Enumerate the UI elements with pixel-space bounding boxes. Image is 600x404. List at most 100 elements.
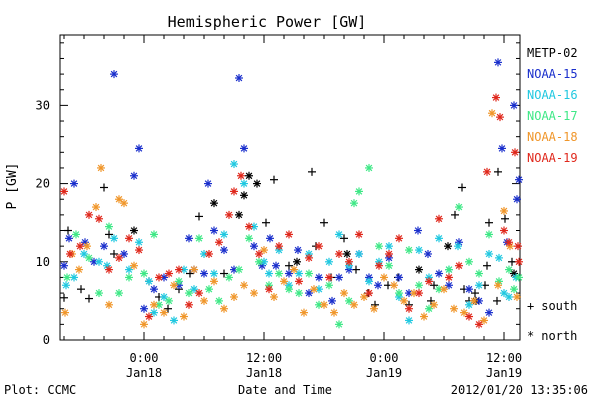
data-point-noaa-17 [63, 273, 71, 282]
data-point-noaa-18 [380, 273, 388, 282]
data-point-noaa-17 [105, 222, 113, 231]
data-point-noaa-17 [95, 289, 103, 298]
data-point-noaa-18 [340, 289, 348, 298]
data-point-metp-02 [343, 249, 351, 258]
symbol-legend-entry: + south [527, 299, 577, 313]
data-point-metp-02 [451, 210, 459, 219]
legend-entry: METP-02 [527, 46, 578, 60]
data-point-noaa-19 [245, 222, 253, 231]
data-point-metp-02 [493, 296, 501, 305]
data-point-noaa-16 [80, 249, 88, 258]
legend-entry: NOAA-16 [527, 88, 578, 102]
data-point-noaa-19 [185, 300, 193, 309]
data-point-noaa-16 [200, 249, 208, 258]
footer-right: 2012/01/20 13:35:06 [451, 383, 588, 397]
data-point-noaa-15 [328, 296, 336, 305]
data-point-noaa-18 [280, 277, 288, 286]
data-point-noaa-15 [294, 246, 302, 255]
data-point-noaa-19 [395, 234, 403, 243]
data-point-metp-02 [485, 218, 493, 227]
data-point-metp-02 [415, 265, 423, 274]
data-point-noaa-16 [335, 230, 343, 239]
x-axis-label: Date and Time [238, 383, 332, 397]
data-point-noaa-18 [160, 308, 168, 317]
data-point-noaa-19 [115, 253, 123, 262]
data-point-noaa-18 [130, 261, 138, 270]
data-point-noaa-19 [135, 246, 143, 255]
data-point-noaa-16 [435, 234, 443, 243]
data-point-noaa-15 [130, 171, 138, 180]
data-point-noaa-17 [72, 230, 80, 239]
data-point-noaa-16 [315, 285, 323, 294]
data-point-noaa-16 [500, 289, 508, 298]
data-point-noaa-19 [492, 93, 500, 102]
data-point-noaa-16 [150, 308, 158, 317]
y-tick-label: 10 [36, 255, 50, 269]
data-point-noaa-17 [405, 246, 413, 255]
data-point-noaa-19 [165, 269, 173, 278]
data-point-noaa-15 [515, 175, 523, 184]
data-point-noaa-15 [335, 273, 343, 282]
data-point-noaa-15 [485, 308, 493, 317]
x-tick-date-label: Jan18 [246, 366, 282, 380]
data-point-noaa-15 [510, 101, 518, 110]
data-point-noaa-19 [155, 273, 163, 282]
chart-title: Hemispheric Power [GW] [168, 13, 367, 31]
data-point-noaa-16 [110, 234, 118, 243]
data-point-noaa-17 [275, 269, 283, 278]
data-point-noaa-19 [496, 113, 504, 122]
data-point-noaa-15 [60, 261, 68, 270]
data-point-noaa-16 [415, 246, 423, 255]
data-point-noaa-17 [350, 199, 358, 208]
data-point-noaa-15 [272, 261, 280, 270]
data-point-noaa-17 [255, 257, 263, 266]
data-point-noaa-19 [60, 187, 68, 196]
symbol-legend-label: south [541, 299, 577, 313]
data-point-noaa-19 [275, 242, 283, 251]
data-point-noaa-19 [205, 249, 213, 258]
data-point-noaa-18 [75, 265, 83, 274]
data-point-metp-02 [494, 167, 502, 176]
data-point-metp-02 [235, 210, 243, 219]
data-point-noaa-19 [125, 234, 133, 243]
data-point-noaa-16 [135, 238, 143, 247]
data-point-metp-02 [458, 183, 466, 192]
data-point-noaa-17 [455, 203, 463, 212]
data-point-noaa-17 [225, 273, 233, 282]
data-point-noaa-19 [425, 277, 433, 286]
data-point-noaa-15 [513, 195, 521, 204]
data-point-noaa-16 [190, 285, 198, 294]
data-point-noaa-16 [125, 265, 133, 274]
data-point-noaa-15 [498, 144, 506, 153]
data-point-noaa-16 [465, 300, 473, 309]
data-point-noaa-17 [365, 163, 373, 172]
data-point-noaa-17 [435, 285, 443, 294]
data-point-noaa-15 [90, 257, 98, 266]
data-point-noaa-18 [390, 281, 398, 290]
legend-entry: NOAA-17 [527, 109, 578, 123]
data-point-noaa-18 [500, 206, 508, 215]
data-point-noaa-16 [485, 249, 493, 258]
data-point-noaa-17 [185, 289, 193, 298]
data-point-noaa-19 [145, 312, 153, 321]
data-point-noaa-18 [310, 285, 318, 294]
data-point-noaa-19 [105, 265, 113, 274]
data-point-noaa-15 [455, 238, 463, 247]
data-point-noaa-16 [180, 265, 188, 274]
data-point-noaa-17 [325, 281, 333, 290]
data-point-noaa-19 [385, 249, 393, 258]
data-point-noaa-19 [230, 187, 238, 196]
data-point-noaa-19 [500, 226, 508, 235]
data-point-noaa-17 [475, 269, 483, 278]
data-point-noaa-18 [240, 281, 248, 290]
data-point-noaa-18 [97, 163, 105, 172]
data-point-noaa-18 [320, 300, 328, 309]
data-point-noaa-18 [440, 285, 448, 294]
x-tick-date-label: Jan19 [366, 366, 402, 380]
data-point-noaa-15 [140, 304, 148, 313]
data-point-noaa-19 [355, 230, 363, 239]
data-point-noaa-17 [465, 257, 473, 266]
data-point-noaa-18 [400, 296, 408, 305]
